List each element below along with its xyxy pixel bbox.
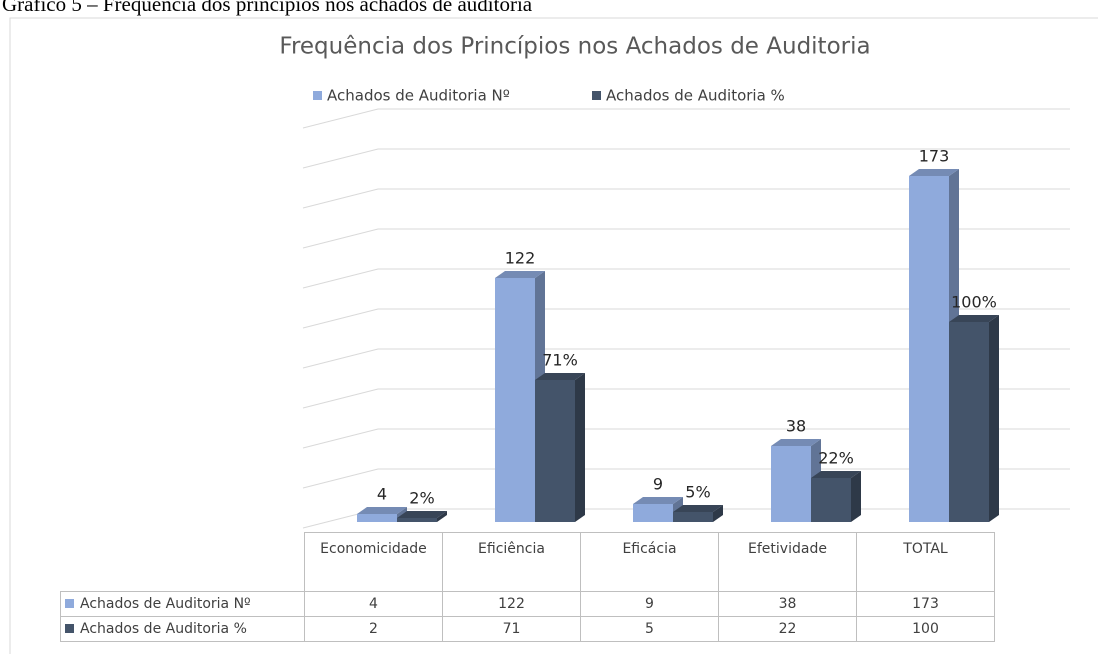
table-cell: 100 (856, 616, 995, 642)
bar (909, 176, 949, 522)
grid-line (302, 428, 1070, 449)
bar-side (437, 511, 447, 522)
table-cell: 22 (718, 616, 857, 642)
table-row: Achados de Auditoria Nº 4 122 9 38 173 (60, 591, 995, 617)
legend-label: Achados de Auditoria Nº (327, 87, 510, 105)
bar (633, 504, 673, 522)
bar-top (495, 271, 545, 278)
data-label: 2% (409, 489, 434, 508)
grid-line (302, 308, 1070, 329)
legend-key (65, 599, 74, 608)
table-header: TOTAL (856, 532, 995, 592)
data-label: 9 (653, 475, 663, 494)
table-header: Eficácia (580, 532, 719, 592)
bar (771, 446, 811, 522)
data-label: 38 (786, 417, 806, 436)
bar-top (949, 315, 999, 322)
series-name: Achados de Auditoria Nº (80, 596, 251, 612)
bar-top (357, 507, 407, 514)
data-label: 173 (919, 147, 950, 166)
bar-top (397, 511, 447, 518)
legend-key (313, 91, 322, 100)
table-row: Achados de Auditoria % 2 71 5 22 100 (60, 616, 995, 642)
bar-top (535, 373, 585, 380)
bar-top (811, 471, 861, 478)
table-cell: 2 (304, 616, 443, 642)
table-header: Economicidade (304, 532, 443, 592)
data-label: 22% (818, 449, 854, 468)
table-cell: 71 (442, 616, 581, 642)
table-series-name: Achados de Auditoria Nº (60, 591, 305, 617)
legend-label: Achados de Auditoria % (606, 87, 785, 105)
data-label: 5% (685, 483, 710, 502)
table-header: Efetividade (718, 532, 857, 592)
bar-side (713, 505, 723, 522)
table-cell: 4 (304, 591, 443, 617)
bar-side (851, 471, 861, 522)
table-header-row: Economicidade Eficiência Eficácia Efetivida… (60, 532, 995, 592)
grid-line (302, 108, 1070, 129)
bar (673, 512, 713, 522)
data-label: 122 (505, 249, 536, 268)
table-header: Eficiência (442, 532, 581, 592)
table-cell: 38 (718, 591, 857, 617)
grid-line (302, 388, 1070, 409)
data-table: Economicidade Eficiência Eficácia Efetivida… (60, 532, 995, 642)
table-cell: 122 (442, 591, 581, 617)
bar-top (633, 497, 683, 504)
bar (811, 478, 851, 522)
grid-line (302, 148, 1070, 169)
legend-key (592, 91, 601, 100)
grid-line (302, 188, 1070, 209)
bar (535, 380, 575, 522)
bar-side (989, 315, 999, 522)
bar (495, 278, 535, 522)
data-label: 100% (951, 293, 997, 312)
grid-line (302, 348, 1070, 369)
chart-title: Frequência dos Princípios nos Achados de… (279, 34, 870, 60)
chart-border (9, 17, 1098, 654)
bar (397, 518, 437, 522)
bar-side (575, 373, 585, 522)
bar (357, 514, 397, 522)
data-label: 71% (542, 351, 578, 370)
bar-top (909, 169, 959, 176)
table-corner (60, 532, 305, 592)
bar-top (771, 439, 821, 446)
grid-line (302, 468, 1070, 489)
table-series-name: Achados de Auditoria % (60, 616, 305, 642)
legend-key (65, 624, 74, 633)
grid-line (302, 268, 1070, 289)
series-name: Achados de Auditoria % (80, 621, 247, 637)
table-cell: 5 (580, 616, 719, 642)
bar-top (673, 505, 723, 512)
data-label: 4 (377, 485, 387, 504)
table-cell: 9 (580, 591, 719, 617)
bar (949, 322, 989, 522)
caption: Gráfico 5 – Frequência dos princípios no… (2, 0, 533, 16)
table-cell: 173 (856, 591, 995, 617)
grid-line (302, 228, 1070, 249)
